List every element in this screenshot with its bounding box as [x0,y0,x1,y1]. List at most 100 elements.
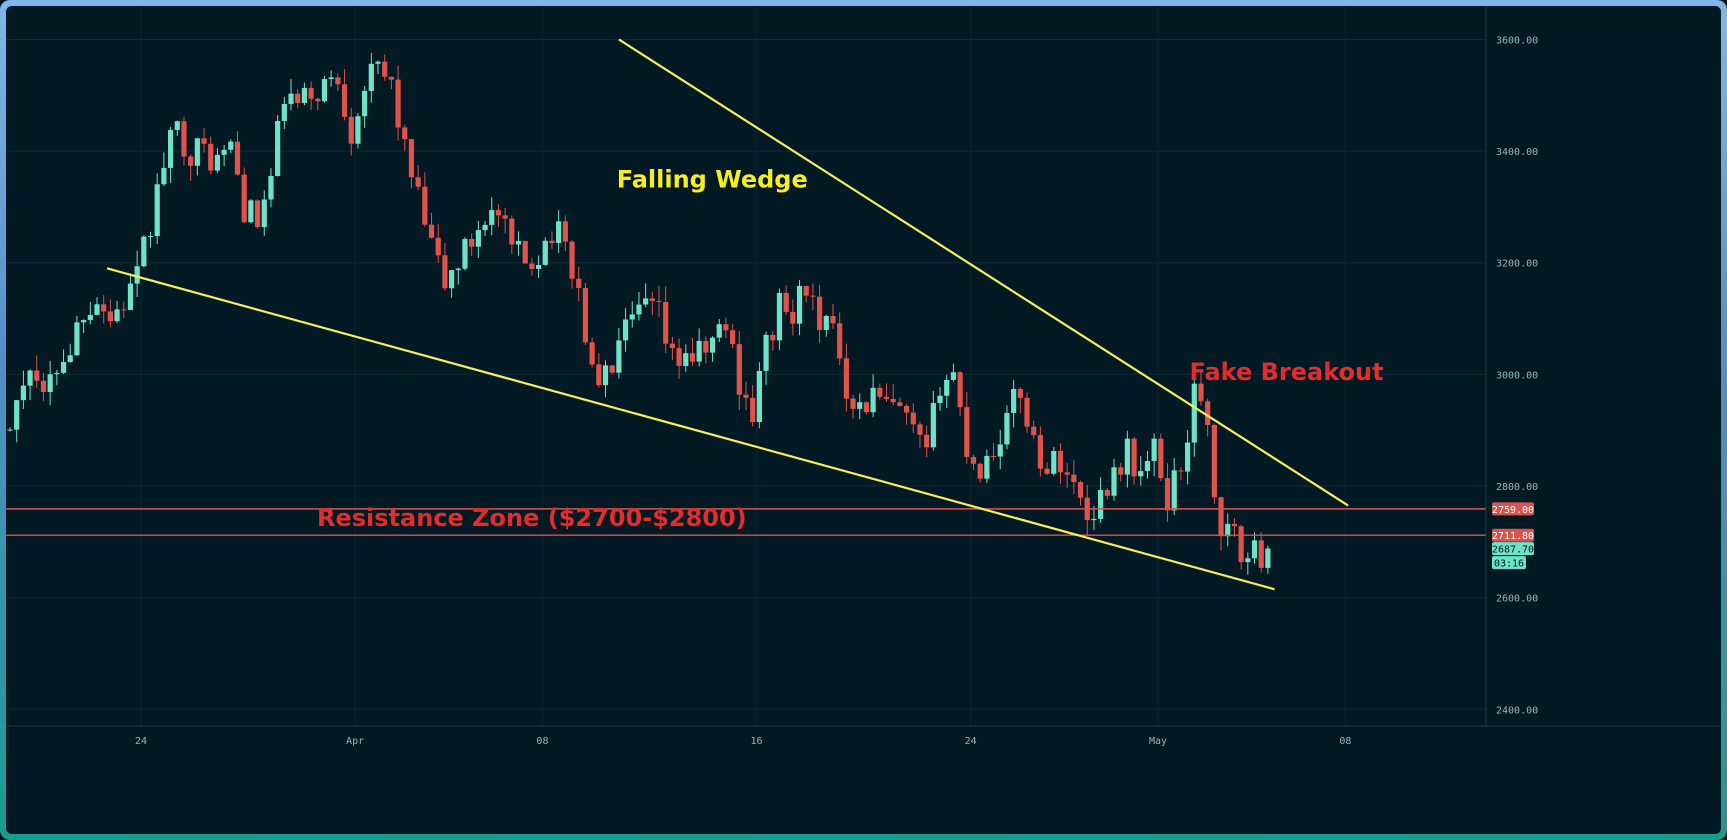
candle [596,353,602,388]
candle-body [348,116,354,144]
candle-body [328,77,334,80]
candle [997,429,1003,470]
candle-body [910,412,916,425]
annotations-layer: Falling Wedge Fake Breakout Resistance Zon… [317,165,1384,532]
candle-body [770,334,776,341]
candle [1138,456,1144,486]
candle-body [663,301,669,344]
candle-body [817,296,823,330]
price-label-text: 2711.80 [1492,531,1534,542]
candle-body [1077,482,1084,498]
candle [1184,429,1191,485]
candle [1077,480,1084,506]
candle [395,65,401,141]
candle [1211,423,1217,504]
candle [549,231,555,250]
candle-body [1004,412,1010,445]
upper-wedge-line[interactable] [618,38,1349,507]
countdown-label-text: 03:16 [1494,559,1524,570]
candle-body [402,127,408,140]
price-label: 2711.80 [1492,528,1534,542]
lower-wedge-line[interactable] [106,267,1275,591]
candle-body [883,396,890,400]
candle [984,449,990,483]
candle-body [1071,474,1077,483]
x-axis[interactable]: 24 Apr 08 16 24 May 08 [6,725,1721,747]
candle-body [529,263,535,269]
candle-body [1231,523,1238,527]
candle-body [40,380,47,393]
candle-body [482,224,488,231]
candle [830,303,836,329]
price-chart[interactable]: Falling Wedge Fake Breakout Resistance Zon… [6,6,1721,834]
x-tick-label: 08 [1339,736,1351,747]
candle-body [1017,388,1023,398]
candle-body [1051,450,1057,474]
candle-body [1211,424,1217,498]
x-tick-label: 08 [536,736,548,747]
candle [254,199,261,229]
candle [1044,462,1050,476]
candle-body [643,298,649,305]
candle [228,139,234,154]
candle [723,317,729,339]
candle [114,300,120,323]
candle-body [1258,540,1264,568]
candle [462,237,468,271]
candle-body [214,154,221,171]
candle-body [27,370,33,386]
candle [101,295,107,324]
candle-body [127,283,134,311]
candle [629,301,635,328]
candle-body [194,138,200,166]
candle-body [1037,435,1043,469]
candle [94,297,100,316]
candle [174,120,180,136]
candle [1258,532,1264,573]
candle-body [1144,460,1151,472]
candle-body [589,342,595,365]
candle-body [435,237,441,256]
candle [930,390,936,451]
x-tick-label: 24 [135,736,147,747]
candle-body [201,138,207,144]
candle [161,152,167,186]
candle [27,369,33,401]
candle [1017,387,1023,414]
candle [335,73,341,91]
candle [34,355,40,388]
candle [435,223,441,263]
candle [1124,430,1130,488]
candle [643,283,649,308]
candle [475,220,481,258]
candle-body [288,93,294,104]
candle-body [341,84,348,117]
candle [288,78,294,111]
candle-body [649,298,655,301]
candle-body [1104,489,1110,496]
candle-body [275,121,281,176]
candle-body [308,87,314,99]
candle [87,301,93,325]
candle-body [368,63,374,91]
candle [977,462,983,483]
candle [281,96,287,130]
candle-body [990,456,997,458]
candle-body [950,372,957,380]
candle-body [696,340,702,362]
candle-body [997,444,1003,457]
candle-body [81,320,87,323]
candle-body [355,116,361,144]
y-axis[interactable]: 2400.00 2600.00 2800.00 3000.00 3200.00 3400.… [1485,6,1721,834]
candle [569,239,575,289]
candle-body [321,79,328,102]
candle [1158,433,1164,482]
candle [20,370,26,409]
candle-body [549,240,555,244]
candle [1004,405,1010,450]
candle-body [542,240,548,265]
candle [167,126,174,184]
candle-body [897,402,903,406]
candle-body [161,167,167,185]
candle-body [268,175,274,200]
